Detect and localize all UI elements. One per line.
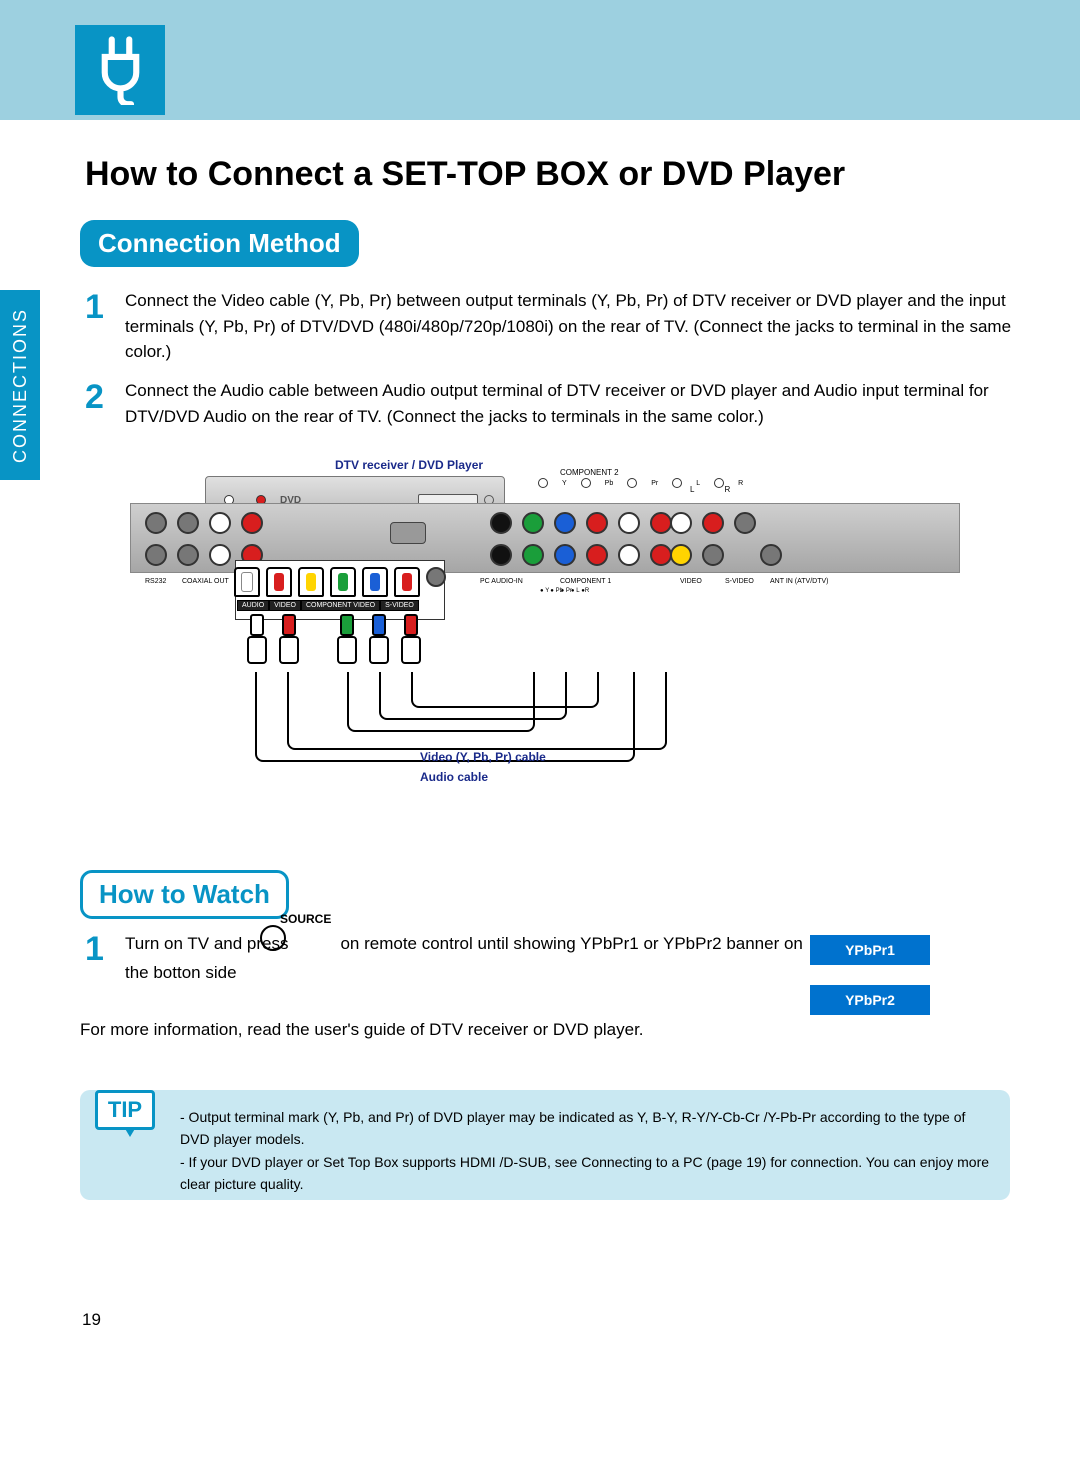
watch-step-num: 1 [85,930,104,969]
tip-box: - Output terminal mark (Y, Pb, and Pr) o… [80,1090,1010,1200]
section-how-to-watch: How to Watch [80,870,289,919]
video-cable-label: Video (Y, Pb, Pr) cable [420,750,546,764]
port-row-bot-mid [490,544,672,566]
dtv-receiver-label: DTV receiver / DVD Player [335,458,483,472]
cable-group [235,614,800,754]
section-connection-method: Connection Method [80,220,359,267]
component2-label: COMPONENT 2 [560,468,619,477]
dsub-port [390,522,426,549]
audio-cable-label: Audio cable [420,770,488,784]
side-tab-connections: CONNECTIONS [0,290,40,480]
step-1-num: 1 [85,288,104,327]
step-2-text: Connect the Audio cable between Audio ou… [125,378,1030,429]
step-1-text: Connect the Video cable (Y, Pb, Pr) betw… [125,288,1030,365]
page-title: How to Connect a SET-TOP BOX or DVD Play… [85,155,845,194]
port-row-top-mid [490,512,672,534]
source-label: SOURCE [280,912,331,926]
tip-line-2: - If your DVD player or Set Top Box supp… [180,1151,994,1196]
port-row-top-right [670,512,756,534]
dvd-plug-box [235,560,445,620]
connection-diagram: DTV receiver / DVD Player L AUDIO OUT DV… [130,450,960,830]
watch-step-text: Turn on TV and press on remote control u… [125,930,805,988]
plug-icon [75,25,165,115]
banner-ypbpr2: YPbPr2 [810,985,930,1015]
banner-ypbpr1: YPbPr1 [810,935,930,965]
port-row-bot-right [670,544,782,566]
plug-bar-labels: AUDIO VIDEO COMPONENT VIDEO S-VIDEO [237,600,419,611]
more-info-text: For more information, read the user's gu… [80,1020,644,1040]
port-row-top-left [145,512,263,534]
side-tab-label: CONNECTIONS [10,307,31,462]
tip-label: TIP [95,1090,155,1130]
page-number: 19 [82,1310,101,1330]
step-2-num: 2 [85,378,104,417]
tip-line-1: - Output terminal mark (Y, Pb, and Pr) o… [180,1106,994,1151]
lr-far-label: LR [690,485,730,494]
